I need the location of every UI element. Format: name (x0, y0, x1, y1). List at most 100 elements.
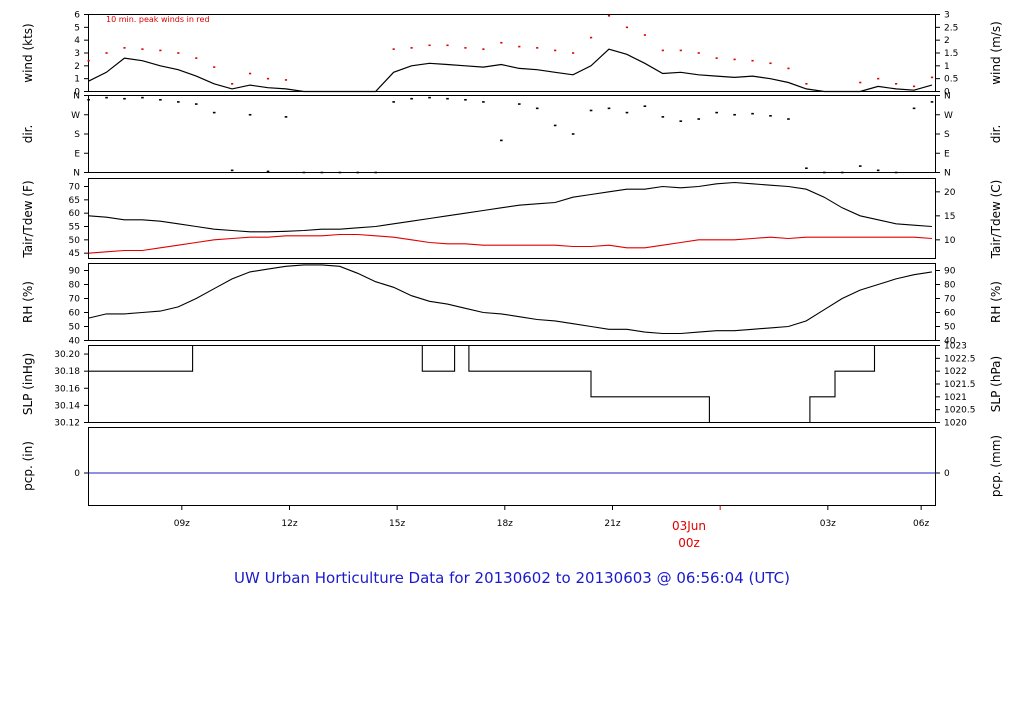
slp-ytick-label-right: 1021 (944, 393, 967, 403)
peak-wind-point (123, 47, 126, 49)
slp-ytick-label-right: 1023 (944, 342, 967, 352)
peak-wind-point (643, 34, 646, 36)
wind-ytick-label-right: 2 (944, 36, 950, 46)
rh-ytick-label-right: 60 (944, 309, 956, 319)
peak-wind-point (249, 72, 252, 75)
wind-ytick-label-left: 2 (74, 62, 80, 72)
slp-ytick-label-left: 30.16 (54, 384, 80, 394)
dir-point (571, 133, 575, 135)
dir-point (894, 171, 898, 174)
pcp-panel-frame (88, 427, 936, 506)
rh-ytick-label-right: 70 (944, 295, 956, 305)
wind-line (88, 48, 933, 93)
wind-ytick-label-right: 3 (944, 11, 950, 21)
dir-point (912, 107, 916, 110)
temp-ytick-label-left: 70 (69, 183, 81, 193)
time-tick-label: 03z (820, 519, 836, 529)
peak-wind-point (697, 52, 700, 54)
peak-wind-point (105, 52, 108, 54)
wind-ylabel-right: wind (m/s) (989, 21, 1003, 85)
dir-point (553, 124, 557, 127)
rh-ylabel-right: RH (%) (989, 281, 1003, 323)
peak-wind-point (518, 45, 521, 48)
peak-wind-point (859, 81, 862, 84)
peak-wind-point (625, 26, 629, 29)
dir-point (876, 169, 880, 172)
time-tick-label: 09z (174, 519, 190, 529)
peak-wind-point (554, 49, 557, 52)
dir-point (464, 98, 467, 101)
rh-line (88, 264, 932, 335)
dir-point (661, 116, 665, 118)
dir-point (500, 139, 503, 142)
dir-point (212, 111, 216, 114)
dir-point (356, 171, 360, 174)
peak-wind-point (177, 52, 180, 54)
peak-wind-point (912, 85, 916, 88)
dir-point (535, 107, 539, 110)
slp-ytick-label-left: 30.20 (54, 350, 80, 360)
rh-ytick-label-left: 60 (69, 309, 81, 319)
dir-ytick-label-right: N (944, 169, 951, 179)
slp-ytick-label-left: 30.12 (54, 419, 80, 429)
time-tick-label: 21z (604, 519, 620, 529)
temp-ylabel-right: Tair/Tdew (C) (989, 180, 1003, 260)
dir-point (607, 107, 611, 110)
dir-point (159, 98, 162, 101)
peak-wind-point (679, 49, 682, 52)
slp-ytick-label-left: 30.18 (54, 367, 80, 377)
dir-point (697, 118, 701, 120)
peak-wind-point (589, 36, 593, 39)
dir-point (87, 98, 90, 101)
dir-point (805, 167, 808, 170)
temp-ytick-label-left: 45 (69, 249, 80, 259)
peak-wind-point (428, 44, 431, 47)
dir-ylabel-left: dir. (21, 125, 35, 144)
dir-point (320, 171, 324, 174)
temp-ytick-label-right: 20 (944, 188, 956, 198)
peak-wind-annotation: 10 min. peak winds in red (106, 15, 210, 24)
date-sub-label: 00z (678, 536, 700, 550)
wind-ytick-label-left: 5 (74, 23, 80, 33)
pcp-ylabel-left: pcp. (in) (21, 441, 35, 491)
dir-point (105, 96, 108, 99)
slp-ytick-label-right: 1022.5 (944, 354, 976, 364)
time-tick-label: 12z (281, 519, 297, 529)
time-tick-label: 06z (913, 519, 929, 529)
rh-ytick-label-left: 50 (69, 323, 81, 333)
time-tick-label: 15z (389, 519, 405, 529)
dir-point (410, 97, 413, 100)
dir-point (446, 97, 449, 100)
rh-ytick-label-right: 40 (944, 337, 956, 347)
wind-panel-frame (88, 14, 936, 92)
dir-point (248, 113, 252, 116)
peak-wind-point (877, 77, 880, 80)
dir-point (392, 101, 395, 103)
temp-ylabel-left: Tair/Tdew (F) (21, 180, 35, 258)
peak-wind-point (895, 83, 898, 85)
rh-ytick-label-right: 90 (944, 267, 956, 277)
rh-ytick-label-left: 70 (69, 295, 81, 305)
slp-ytick-label-right: 1021.5 (944, 380, 976, 390)
peak-wind-point (410, 47, 413, 49)
peak-wind-point (392, 48, 395, 50)
rh-ytick-label-left: 80 (69, 281, 81, 291)
peak-wind-point (231, 83, 234, 85)
tair-line (88, 181, 932, 233)
peak-wind-point (159, 49, 162, 52)
wind-ytick-label-right: 0 (944, 88, 950, 98)
wind-ytick-label-left: 4 (74, 36, 80, 46)
slp-ytick-label-left: 30.14 (54, 401, 80, 411)
dir-point (769, 115, 772, 117)
wind-ytick-label-right: 1 (944, 62, 950, 72)
peak-wind-point (213, 66, 216, 68)
dir-ytick-label-right: E (944, 149, 950, 159)
dir-point (141, 96, 144, 99)
peak-wind-point (769, 62, 772, 65)
dir-point (858, 165, 862, 167)
dir-ytick-label-left: S (74, 130, 80, 140)
temp-ytick-label-left: 50 (69, 236, 81, 246)
time-tick-label: 18z (497, 519, 513, 529)
peak-wind-point (787, 67, 790, 70)
peak-wind-point (930, 76, 934, 79)
